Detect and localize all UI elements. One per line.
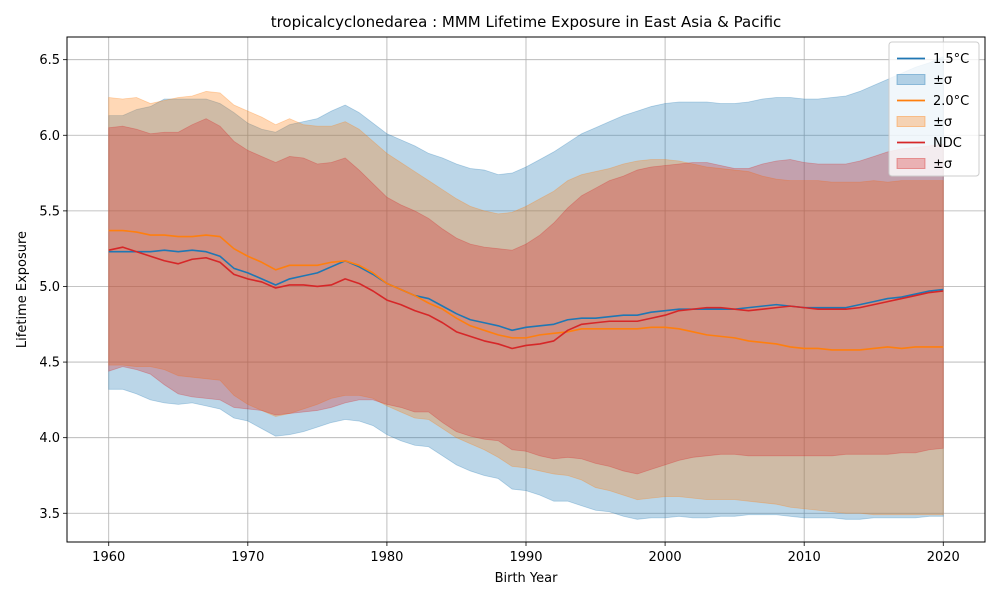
y-tick-label: 6.0 xyxy=(39,129,60,144)
legend-label: 2.0°C xyxy=(933,94,969,109)
x-tick-label: 2010 xyxy=(788,550,821,565)
legend-label: ±σ xyxy=(933,73,952,88)
x-tick-label: 1980 xyxy=(370,550,403,565)
bands-layer xyxy=(108,56,944,520)
band-20C xyxy=(108,91,944,516)
band-15C xyxy=(108,56,944,520)
y-tick-label: 6.5 xyxy=(39,53,60,68)
series-line-20C xyxy=(108,229,944,351)
x-tick-label: 1970 xyxy=(231,550,264,565)
y-tick-label: 5.5 xyxy=(39,204,60,219)
legend: 1.5°C ±σ 2.0°C ±σ NDC ±σ xyxy=(888,41,980,177)
legend-label: ±σ xyxy=(933,115,952,130)
band-NDC xyxy=(108,118,944,475)
x-tick-label: 2020 xyxy=(927,550,960,565)
legend-label: NDC xyxy=(933,136,962,151)
x-tick-label: 2000 xyxy=(649,550,682,565)
series-line-NDC xyxy=(108,246,944,350)
lines-layer xyxy=(108,229,944,351)
grid-layer xyxy=(67,37,985,542)
legend-band-swatch xyxy=(896,74,926,85)
y-tick-label: 4.5 xyxy=(39,356,60,371)
legend-label: ±σ xyxy=(933,157,952,172)
x-tick-label: 1960 xyxy=(92,550,125,565)
legend-band-swatch xyxy=(896,158,926,169)
y-axis-label: Lifetime Exposure xyxy=(15,231,30,348)
y-tick-label: 3.5 xyxy=(39,507,60,522)
y-tick-label: 5.0 xyxy=(39,280,60,295)
y-tick-label: 4.0 xyxy=(39,431,60,446)
ticks-layer: 1960 1970 1980 1990 2000 2010 2020 3.5 4.0 4.5 5.0… xyxy=(39,53,960,565)
legend-band-swatch xyxy=(896,116,926,127)
chart-title: tropicalcyclonedarea : MMM Lifetime Expo… xyxy=(271,13,782,31)
x-axis-label: Birth Year xyxy=(495,571,559,586)
x-tick-label: 1990 xyxy=(509,550,542,565)
legend-label: 1.5°C xyxy=(933,52,969,67)
